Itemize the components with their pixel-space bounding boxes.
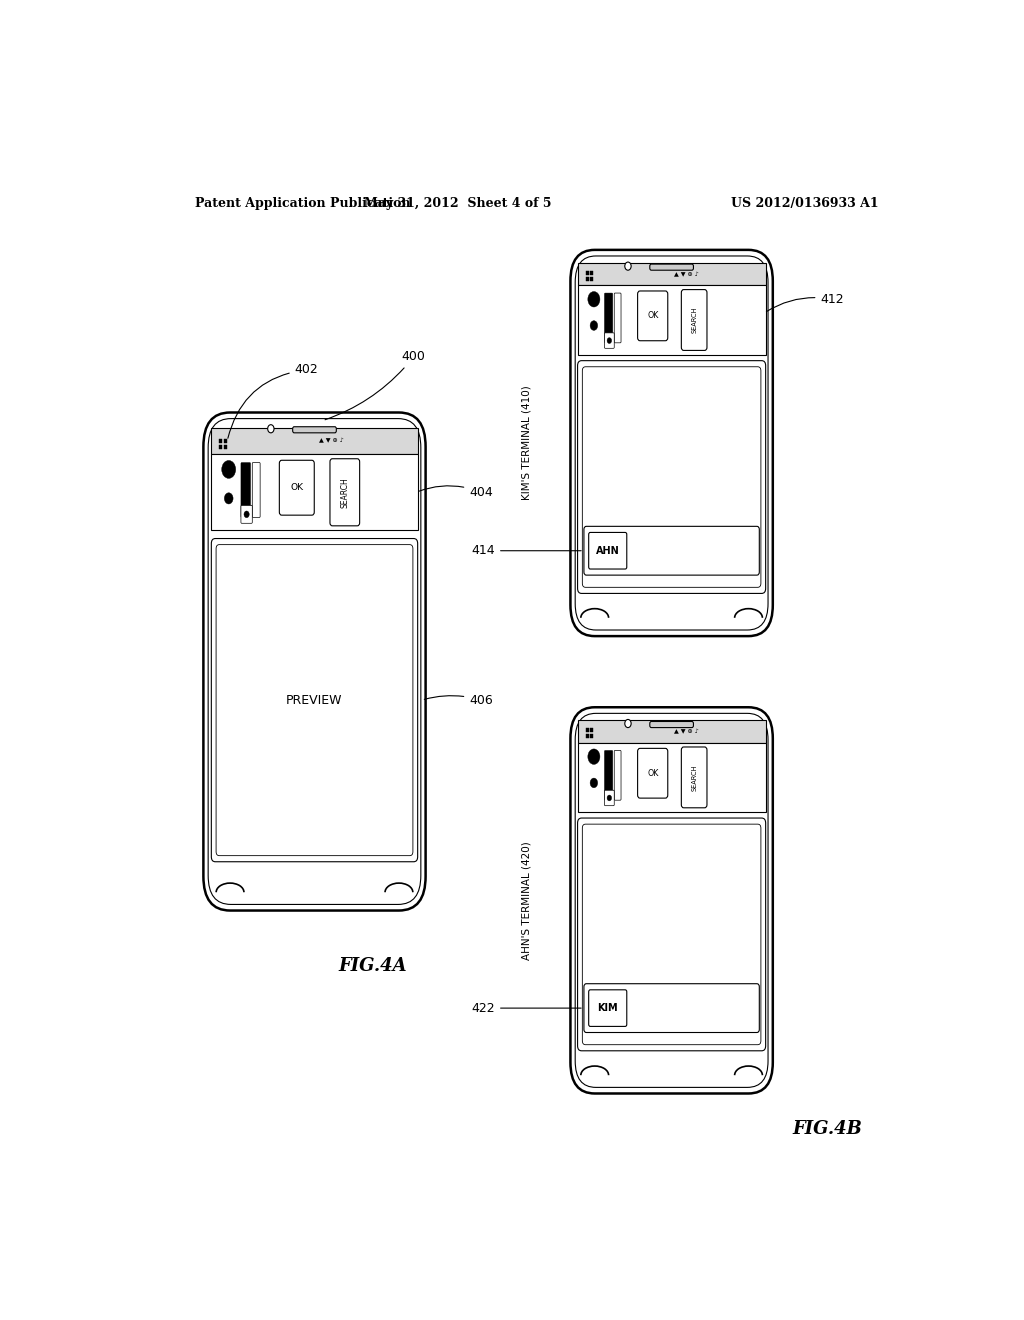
Text: 402: 402 xyxy=(228,363,318,438)
FancyBboxPatch shape xyxy=(578,360,766,594)
Bar xyxy=(586,277,589,281)
FancyBboxPatch shape xyxy=(681,289,707,350)
Circle shape xyxy=(625,263,631,271)
FancyBboxPatch shape xyxy=(293,426,336,433)
Text: Patent Application Publication: Patent Application Publication xyxy=(196,197,411,210)
FancyBboxPatch shape xyxy=(589,532,627,569)
Text: KIM: KIM xyxy=(597,1003,618,1014)
Text: KIM'S TERMINAL (410): KIM'S TERMINAL (410) xyxy=(522,385,531,500)
FancyBboxPatch shape xyxy=(650,722,693,727)
FancyBboxPatch shape xyxy=(604,791,614,805)
FancyBboxPatch shape xyxy=(578,818,766,1051)
Text: SEARCH: SEARCH xyxy=(691,306,697,333)
Bar xyxy=(586,734,589,738)
Bar xyxy=(578,721,766,743)
FancyBboxPatch shape xyxy=(614,751,621,800)
FancyBboxPatch shape xyxy=(604,333,614,348)
FancyBboxPatch shape xyxy=(280,461,314,515)
FancyBboxPatch shape xyxy=(570,708,773,1093)
Text: OK: OK xyxy=(290,483,303,492)
FancyBboxPatch shape xyxy=(583,824,761,1044)
Text: 406: 406 xyxy=(424,693,493,706)
Bar xyxy=(586,271,589,275)
FancyBboxPatch shape xyxy=(638,748,668,799)
FancyBboxPatch shape xyxy=(614,293,621,343)
FancyBboxPatch shape xyxy=(681,747,707,808)
Bar xyxy=(578,263,766,285)
FancyBboxPatch shape xyxy=(604,293,612,343)
Text: 404: 404 xyxy=(419,486,493,499)
Text: 412: 412 xyxy=(766,293,844,312)
Text: 400: 400 xyxy=(325,350,426,420)
Bar xyxy=(219,445,222,449)
Bar xyxy=(590,729,594,733)
FancyBboxPatch shape xyxy=(216,545,413,855)
Text: 414: 414 xyxy=(471,544,582,557)
Text: OK: OK xyxy=(647,768,658,777)
Circle shape xyxy=(244,511,249,517)
FancyBboxPatch shape xyxy=(650,264,693,271)
Text: AHN'S TERMINAL (420): AHN'S TERMINAL (420) xyxy=(522,841,531,960)
Text: SEARCH: SEARCH xyxy=(340,477,349,508)
Text: PREVIEW: PREVIEW xyxy=(287,693,343,706)
FancyBboxPatch shape xyxy=(584,527,760,576)
Circle shape xyxy=(607,338,611,343)
Circle shape xyxy=(222,461,236,478)
Bar xyxy=(586,729,589,733)
Circle shape xyxy=(267,425,274,433)
Text: ▲ ▼ ⊕ ♪: ▲ ▼ ⊕ ♪ xyxy=(318,438,343,444)
FancyBboxPatch shape xyxy=(570,249,773,636)
Bar xyxy=(590,271,594,275)
Bar xyxy=(224,445,227,449)
FancyBboxPatch shape xyxy=(330,459,359,525)
Text: AHN: AHN xyxy=(596,545,620,556)
Circle shape xyxy=(607,795,611,801)
FancyBboxPatch shape xyxy=(241,462,251,517)
FancyBboxPatch shape xyxy=(241,506,252,523)
Bar xyxy=(224,438,227,442)
Bar xyxy=(590,734,594,738)
Bar xyxy=(578,285,766,355)
FancyBboxPatch shape xyxy=(589,990,627,1027)
Text: FIG.4A: FIG.4A xyxy=(338,957,407,975)
Circle shape xyxy=(224,492,233,504)
FancyBboxPatch shape xyxy=(604,751,612,800)
Bar xyxy=(219,438,222,442)
FancyBboxPatch shape xyxy=(575,256,768,630)
Bar xyxy=(578,743,766,812)
FancyBboxPatch shape xyxy=(584,983,760,1032)
FancyBboxPatch shape xyxy=(638,290,668,341)
Circle shape xyxy=(625,719,631,727)
Text: ▲ ▼ ⊕ ♪: ▲ ▼ ⊕ ♪ xyxy=(674,729,699,734)
Text: OK: OK xyxy=(647,312,658,321)
Circle shape xyxy=(590,321,598,330)
FancyBboxPatch shape xyxy=(252,462,260,517)
Circle shape xyxy=(590,777,598,788)
Text: ▲ ▼ ⊕ ♪: ▲ ▼ ⊕ ♪ xyxy=(674,272,699,277)
Bar xyxy=(211,428,418,454)
FancyBboxPatch shape xyxy=(208,418,421,904)
FancyBboxPatch shape xyxy=(575,713,768,1088)
Text: May 31, 2012  Sheet 4 of 5: May 31, 2012 Sheet 4 of 5 xyxy=(364,197,551,210)
Circle shape xyxy=(588,748,600,764)
Bar xyxy=(211,454,418,531)
FancyBboxPatch shape xyxy=(211,539,418,862)
Text: US 2012/0136933 A1: US 2012/0136933 A1 xyxy=(731,197,879,210)
FancyBboxPatch shape xyxy=(583,367,761,587)
FancyBboxPatch shape xyxy=(204,412,426,911)
Bar xyxy=(590,277,594,281)
Text: SEARCH: SEARCH xyxy=(691,764,697,791)
Text: FIG.4B: FIG.4B xyxy=(793,1121,862,1138)
Circle shape xyxy=(588,292,600,308)
Text: 422: 422 xyxy=(471,1002,582,1015)
